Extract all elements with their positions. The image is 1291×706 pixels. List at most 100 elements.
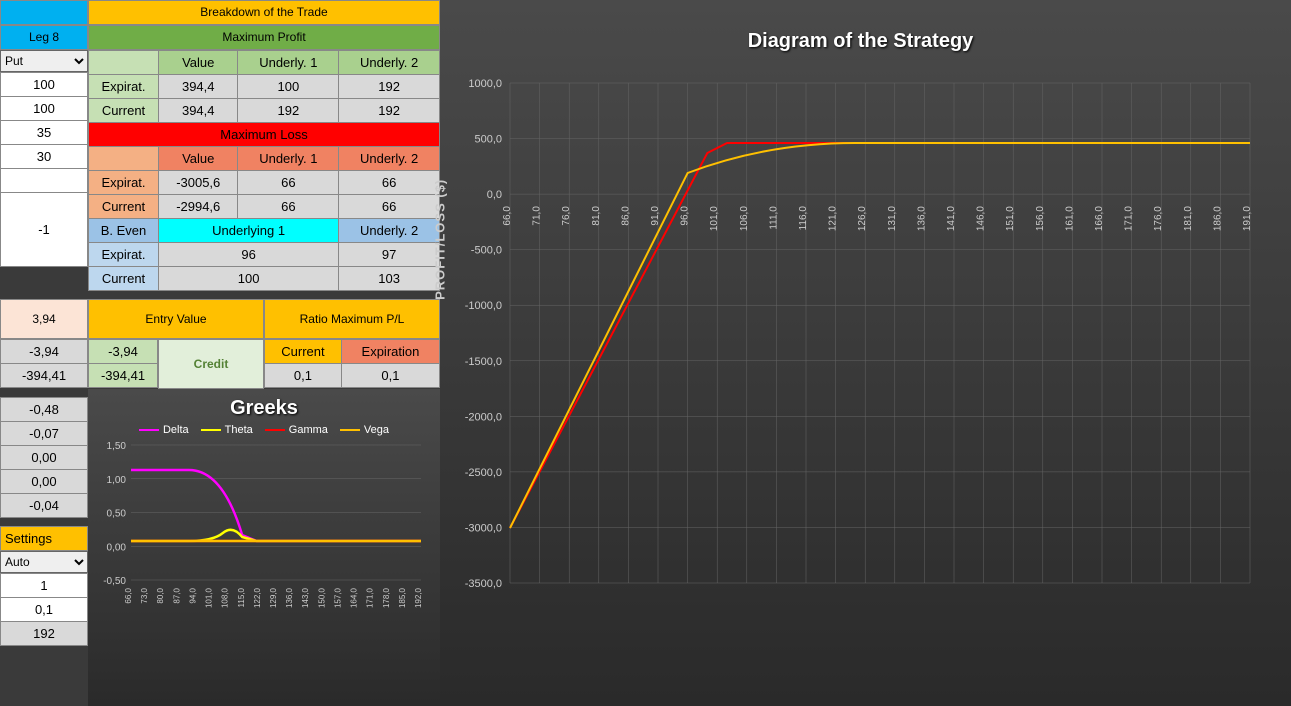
strategy-panel: Diagram of the Strategy PROFIT/LOSS ($) … <box>440 0 1291 706</box>
svg-text:191,0: 191,0 <box>1242 206 1253 231</box>
strategy-chart: 1000,0500,00,0-500,0-1000,0-1500,0-2000,… <box>450 73 1260 633</box>
option-type-select[interactable]: Put <box>0 50 88 72</box>
profit-hdr-1: Value <box>159 51 238 75</box>
profit-r1-c2: 192 <box>339 99 440 123</box>
strategy-title: Diagram of the Strategy <box>450 30 1271 53</box>
loss-r1-c2: 66 <box>339 195 440 219</box>
profit-hdr-0 <box>89 51 159 75</box>
entry-left-1: -394,41 <box>1 364 88 388</box>
svg-text:66,0: 66,0 <box>502 206 513 226</box>
beven-r0-u1: 96 <box>159 243 339 267</box>
svg-text:101,0: 101,0 <box>205 587 214 608</box>
misc-2: 0,00 <box>1 446 88 470</box>
svg-text:-2500,0: -2500,0 <box>465 467 502 479</box>
svg-text:136,0: 136,0 <box>285 587 294 608</box>
leg-label-cell: Leg 8 <box>0 25 88 50</box>
svg-text:1,50: 1,50 <box>107 441 127 452</box>
svg-text:-1500,0: -1500,0 <box>465 356 502 368</box>
misc-1: -0,07 <box>1 422 88 446</box>
loss-hdr-3: Underly. 2 <box>339 147 440 171</box>
profit-hdr-3: Underly. 2 <box>339 51 440 75</box>
svg-text:96,0: 96,0 <box>680 206 691 226</box>
svg-text:181,0: 181,0 <box>1183 206 1194 231</box>
svg-text:171,0: 171,0 <box>1124 206 1135 231</box>
loss-r1-c1: 66 <box>238 195 339 219</box>
leg-val-5[interactable]: -1 <box>1 193 88 267</box>
svg-text:-3500,0: -3500,0 <box>465 578 502 590</box>
svg-text:126,0: 126,0 <box>857 206 868 231</box>
loss-hdr-0 <box>89 147 159 171</box>
svg-text:121,0: 121,0 <box>828 206 839 231</box>
profit-r0-c2: 192 <box>339 75 440 99</box>
svg-text:86,0: 86,0 <box>620 206 631 226</box>
profit-r1-label: Current <box>89 99 159 123</box>
loss-r0-c2: 66 <box>339 171 440 195</box>
leg-val-0[interactable]: 100 <box>1 73 88 97</box>
leg-color-cell <box>0 0 88 25</box>
loss-r0-c0: -3005,6 <box>159 171 238 195</box>
misc-4: -0,04 <box>1 494 88 518</box>
entry-left-0: -3,94 <box>1 340 88 364</box>
svg-text:115,0: 115,0 <box>237 587 246 607</box>
svg-text:1,00: 1,00 <box>107 475 127 486</box>
max-loss-title: Maximum Loss <box>89 123 440 147</box>
entry-right-0: -3,94 <box>89 340 158 364</box>
leg-val-3[interactable]: 30 <box>1 145 88 169</box>
svg-text:156,0: 156,0 <box>1035 206 1046 231</box>
misc-0: -0,48 <box>1 398 88 422</box>
svg-text:171,0: 171,0 <box>366 587 375 608</box>
loss-r1-c0: -2994,6 <box>159 195 238 219</box>
svg-text:91,0: 91,0 <box>650 206 661 226</box>
svg-text:178,0: 178,0 <box>382 587 391 608</box>
svg-text:157,0: 157,0 <box>333 587 342 608</box>
svg-text:80,0: 80,0 <box>156 587 165 603</box>
legend-item-delta: Delta <box>139 424 189 436</box>
svg-text:71,0: 71,0 <box>532 206 543 226</box>
svg-text:116,0: 116,0 <box>798 206 809 231</box>
leg-val-4[interactable] <box>1 169 88 193</box>
svg-text:66,0: 66,0 <box>124 587 133 603</box>
svg-text:-2000,0: -2000,0 <box>465 411 502 423</box>
loss-hdr-2: Underly. 1 <box>238 147 339 171</box>
ratio-val-1: 0,1 <box>341 364 439 388</box>
svg-text:129,0: 129,0 <box>269 587 278 608</box>
profit-r1-c1: 192 <box>238 99 339 123</box>
svg-text:136,0: 136,0 <box>916 206 927 231</box>
strategy-y-label: PROFIT/LOSS ($) <box>433 179 448 300</box>
greeks-panel: Greeks DeltaThetaGammaVega 1,501,000,500… <box>88 389 440 706</box>
leg-val-1[interactable]: 100 <box>1 97 88 121</box>
setting-val-0[interactable]: 1 <box>1 574 88 598</box>
svg-text:131,0: 131,0 <box>887 206 898 231</box>
svg-text:176,0: 176,0 <box>1153 206 1164 231</box>
misc-3: 0,00 <box>1 470 88 494</box>
svg-text:122,0: 122,0 <box>253 587 262 608</box>
beven-u1-label: Underlying 1 <box>159 219 339 243</box>
leg-val-2[interactable]: 35 <box>1 121 88 145</box>
beven-r0-label: Expirat. <box>89 243 159 267</box>
settings-label: Settings <box>1 527 88 551</box>
svg-text:0,50: 0,50 <box>107 509 127 520</box>
profit-r0-c1: 100 <box>238 75 339 99</box>
setting-val-1[interactable]: 0,1 <box>1 598 88 622</box>
svg-text:166,0: 166,0 <box>1094 206 1105 231</box>
beven-r0-u2: 97 <box>339 243 440 267</box>
entry-right-1: -394,41 <box>89 364 158 388</box>
legend-item-vega: Vega <box>340 424 389 436</box>
svg-text:161,0: 161,0 <box>1064 206 1075 231</box>
entry-val: 3,94 <box>0 299 88 339</box>
svg-text:76,0: 76,0 <box>561 206 572 226</box>
svg-text:146,0: 146,0 <box>976 206 987 231</box>
svg-text:164,0: 164,0 <box>350 587 359 608</box>
loss-hdr-1: Value <box>159 147 238 171</box>
legend-item-gamma: Gamma <box>265 424 328 436</box>
beven-r1-label: Current <box>89 267 159 291</box>
profit-hdr-2: Underly. 1 <box>238 51 339 75</box>
svg-text:0,00: 0,00 <box>107 542 127 553</box>
svg-text:-3000,0: -3000,0 <box>465 522 502 534</box>
settings-mode-select[interactable]: Auto <box>0 551 88 573</box>
svg-text:108,0: 108,0 <box>221 587 230 608</box>
svg-text:94,0: 94,0 <box>188 587 197 603</box>
greeks-legend: DeltaThetaGammaVega <box>96 424 432 436</box>
svg-text:-1000,0: -1000,0 <box>465 300 502 312</box>
ratio-label: Ratio Maximum P/L <box>264 299 440 339</box>
